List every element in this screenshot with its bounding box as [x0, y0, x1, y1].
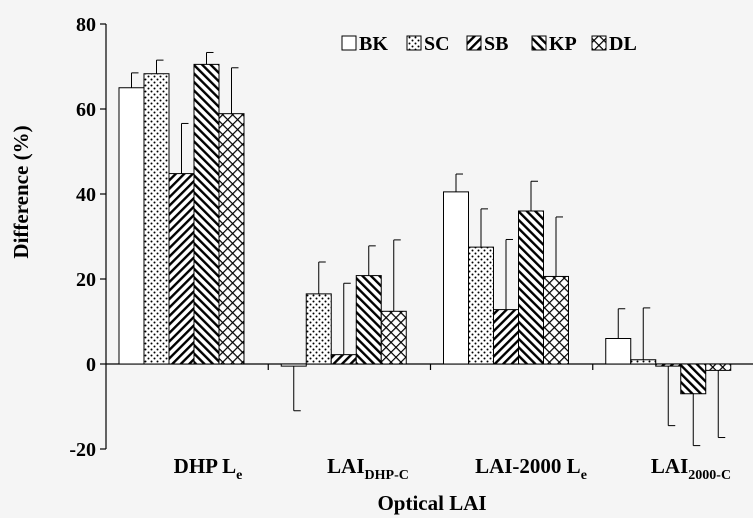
- legend-swatch: [406, 35, 422, 51]
- bar: [305, 293, 332, 365]
- category-label: LAIDHP-C: [327, 454, 409, 483]
- legend-label: SB: [484, 33, 508, 55]
- bars: [118, 63, 732, 395]
- category-label: DHP Le: [174, 454, 243, 483]
- bar: [493, 309, 519, 365]
- bar: [118, 87, 145, 365]
- y-tick-label: 0: [86, 354, 96, 376]
- y-tick-label: 60: [76, 99, 96, 121]
- legend: BK SC SB KP DL: [341, 33, 637, 55]
- category-labels: DHP Le LAIDHP-C LAI-2000 Le LAI2000-C: [174, 454, 731, 483]
- error-bars: [131, 51, 726, 447]
- y-tick-label: 40: [76, 184, 96, 206]
- legend-swatch: [341, 35, 357, 51]
- legend-swatch: [466, 35, 482, 51]
- legend-swatch: [591, 35, 607, 51]
- category-label: LAI2000-C: [651, 454, 731, 483]
- bar: [655, 363, 682, 367]
- bar: [518, 210, 544, 365]
- bar: [143, 73, 170, 365]
- bar: [630, 359, 657, 365]
- legend-label: KP: [549, 33, 577, 55]
- y-tick-label: 20: [76, 269, 96, 291]
- bar: [680, 363, 707, 395]
- bar: [543, 275, 569, 365]
- bar: [605, 338, 632, 365]
- legend-label: SC: [424, 33, 450, 55]
- bar: [330, 354, 357, 365]
- bar: [355, 275, 382, 365]
- legend-label: DL: [609, 33, 637, 55]
- bar: [380, 310, 407, 365]
- bar: [280, 363, 307, 367]
- category-label: LAI-2000 Le: [475, 454, 587, 483]
- y-axis-label: Difference (%): [9, 125, 33, 258]
- bar: [218, 113, 245, 365]
- bar: [468, 246, 494, 365]
- bar: [168, 173, 195, 365]
- bar: [443, 191, 469, 365]
- y-tick-label: 80: [76, 14, 96, 36]
- bar: [705, 363, 732, 371]
- legend-swatch: [531, 35, 547, 51]
- y-tick-label: -20: [69, 439, 96, 461]
- x-axis-label: Optical LAI: [377, 491, 486, 515]
- legend-label: BK: [359, 33, 388, 55]
- bar: [193, 63, 220, 365]
